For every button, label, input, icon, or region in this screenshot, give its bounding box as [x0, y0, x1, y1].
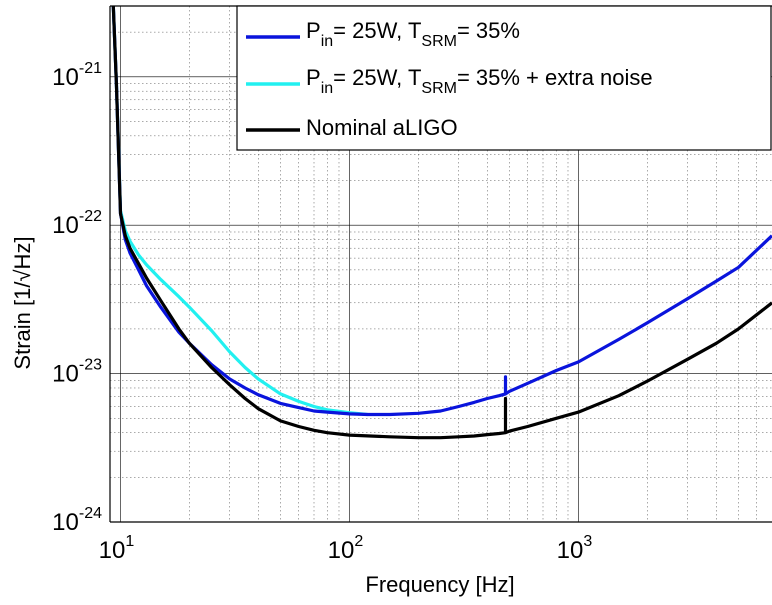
y-tick-label: 10-23: [52, 357, 102, 388]
y-tick-label: 10-22: [52, 208, 102, 239]
legend-box: [236, 5, 772, 151]
tick-labels: 101 102 103 10-24 10-23 10-22 10-21: [52, 60, 592, 564]
series-line-nominal: [111, 5, 772, 440]
x-tick-label: 103: [557, 533, 593, 564]
data-series: [111, 5, 772, 440]
y-tick-label: 10-21: [52, 60, 102, 91]
y-axis-label: Strain [1/√Hz]: [10, 236, 35, 369]
legend-entry-label: Pin= 25W, TSRM= 35% + extra noise: [306, 65, 653, 97]
x-axis-label: Frequency [Hz]: [365, 572, 514, 597]
series-line-blue: [111, 5, 772, 417]
y-tick-label: 10-24: [52, 505, 102, 536]
legend: Pin= 25W, TSRM= 35% Pin= 25W, TSRM= 35% +…: [236, 5, 772, 151]
x-tick-label: 102: [328, 533, 364, 564]
legend-entry-label: Nominal aLIGO: [306, 115, 458, 140]
x-tick-label: 101: [99, 533, 135, 564]
legend-entry-label: Pin= 25W, TSRM= 35%: [306, 18, 520, 50]
